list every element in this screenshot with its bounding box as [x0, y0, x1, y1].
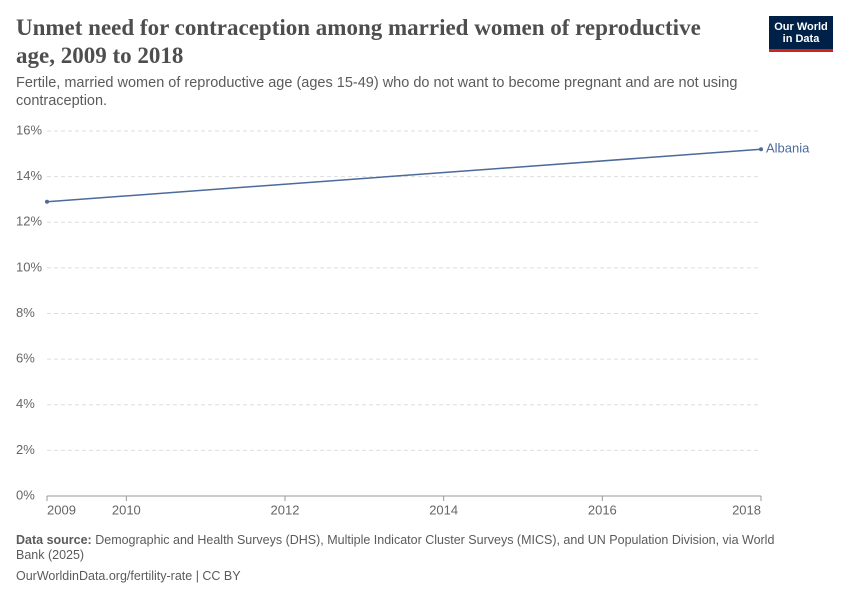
series-line [46, 148, 762, 203]
logo-line: Our World [774, 21, 828, 33]
point [759, 147, 763, 152]
x-tick-label: 2010 [112, 502, 141, 517]
logo[interactable]: Our World in Data [769, 16, 833, 52]
y-tick-label: 4% [16, 396, 35, 411]
point [45, 199, 49, 204]
x-tick-label: 2014 [429, 502, 458, 517]
logo-line: in Data [782, 33, 820, 45]
source-text: Demographic and Health Surveys (DHS), Mu… [16, 533, 775, 562]
series-label: Albania [766, 141, 810, 156]
y-tick-label: 8% [16, 305, 35, 320]
y-tick-label: 14% [16, 168, 42, 183]
x-tick-label: 2016 [588, 502, 617, 517]
source: Data source: Demographic and Health Surv… [16, 533, 806, 563]
footer[interactable]: OurWorldinData.org/fertility-rate | CC B… [16, 569, 241, 583]
chart-title: Unmet need for contraception among marri… [16, 15, 701, 68]
y-tick-label: 12% [16, 214, 42, 229]
y-tick-label: 10% [16, 259, 42, 274]
y-tick-label: 2% [16, 442, 35, 457]
y-tick-label: 6% [16, 351, 35, 366]
source-label: Data source: [16, 533, 92, 547]
x-tick-label: 2009 [47, 502, 76, 517]
chart-subtitle: Fertile, married women of reproductive a… [16, 75, 738, 109]
x-tick-label: 2018 [732, 502, 761, 517]
x-tick-label: 2012 [271, 502, 300, 517]
y-tick-label: 0% [16, 487, 35, 502]
y-tick-label: 16% [16, 122, 42, 137]
